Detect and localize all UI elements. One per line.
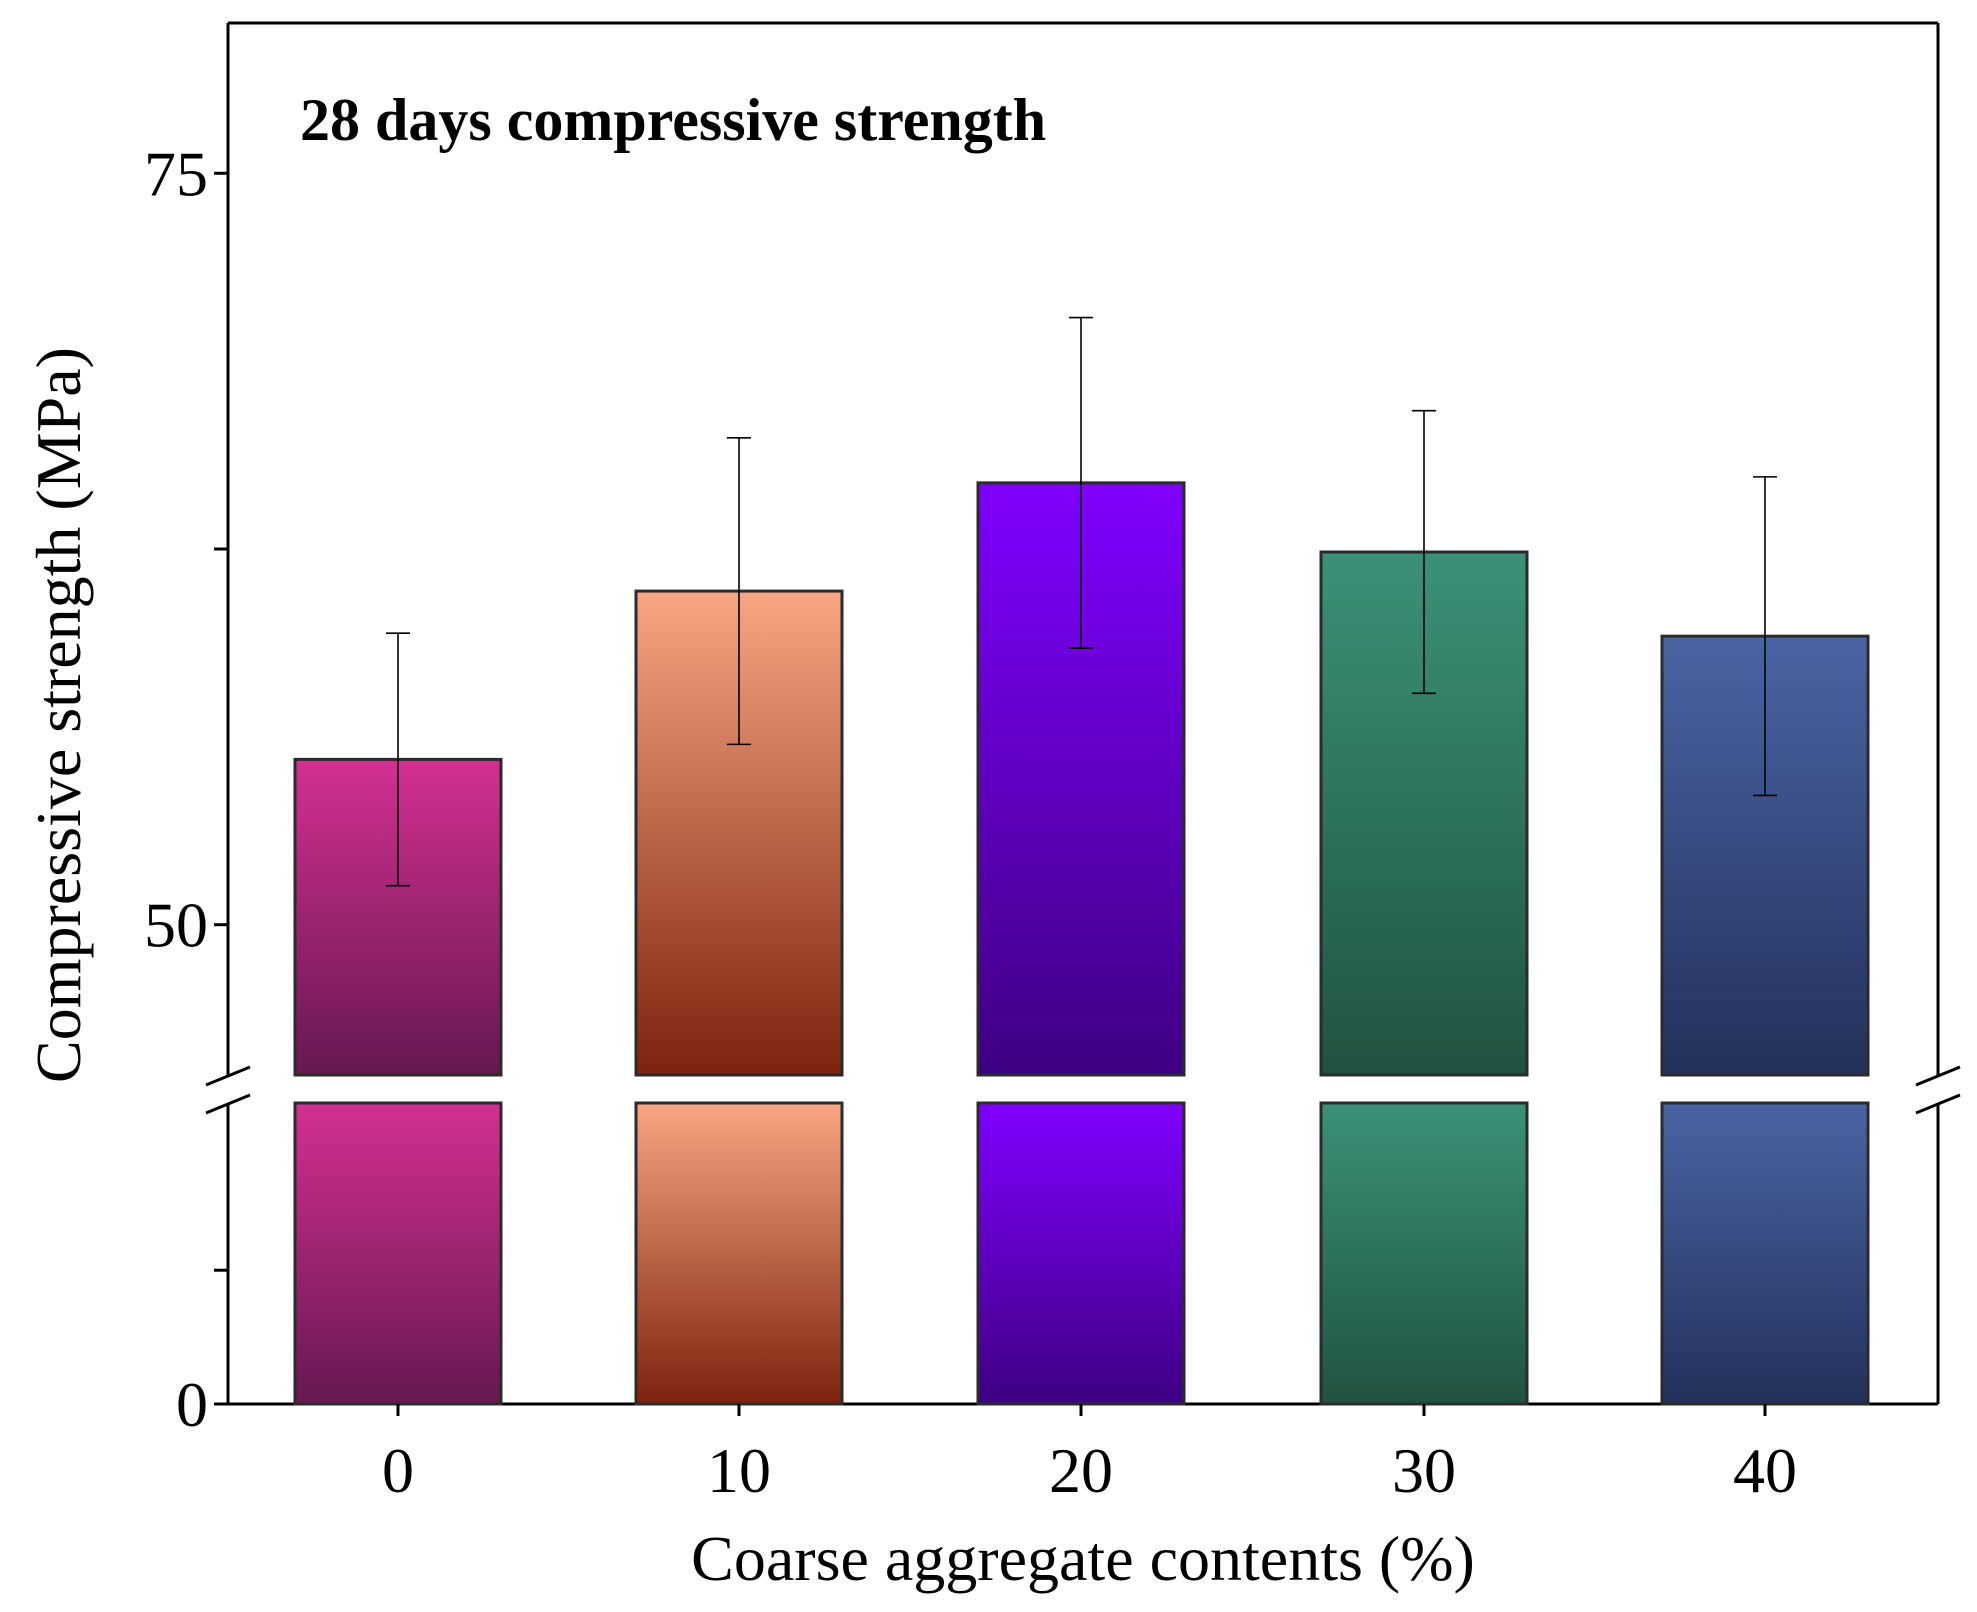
x-tick-label-30: 30 bbox=[1392, 1435, 1456, 1506]
x-tick-label-20: 20 bbox=[1049, 1435, 1113, 1506]
y-tick-label-50: 50 bbox=[144, 890, 208, 961]
y-axis-title: Compressive strength (MPa) bbox=[23, 347, 94, 1083]
bar-lower-30 bbox=[1319, 1101, 1529, 1406]
chart-title: 28 days compressive strength bbox=[300, 87, 1046, 153]
axis-break-mark-right-2 bbox=[1915, 1093, 1961, 1115]
bar-upper-10 bbox=[634, 589, 844, 1077]
ticks-layer: 0 10 20 30 40 50 75 0 bbox=[144, 138, 1797, 1506]
y-tick-label-0: 0 bbox=[176, 1369, 208, 1440]
bar-lower-20 bbox=[976, 1101, 1186, 1406]
x-axis-title: Coarse aggregate contents (%) bbox=[691, 1523, 1475, 1594]
x-tick-label-0: 0 bbox=[382, 1435, 414, 1506]
y-tick-label-75: 75 bbox=[144, 138, 208, 209]
error-bars-layer bbox=[386, 316, 1777, 887]
x-tick-label-40: 40 bbox=[1733, 1435, 1797, 1506]
axis-break-mark-right-1 bbox=[1915, 1065, 1961, 1087]
axis-break-mark-left-2 bbox=[205, 1093, 251, 1115]
bar-lower-0 bbox=[293, 1101, 503, 1406]
axis-break-mark-left-1 bbox=[205, 1065, 251, 1087]
x-tick-label-10: 10 bbox=[707, 1435, 771, 1506]
bar-lower-10 bbox=[634, 1101, 844, 1406]
bar-lower-40 bbox=[1660, 1101, 1870, 1406]
